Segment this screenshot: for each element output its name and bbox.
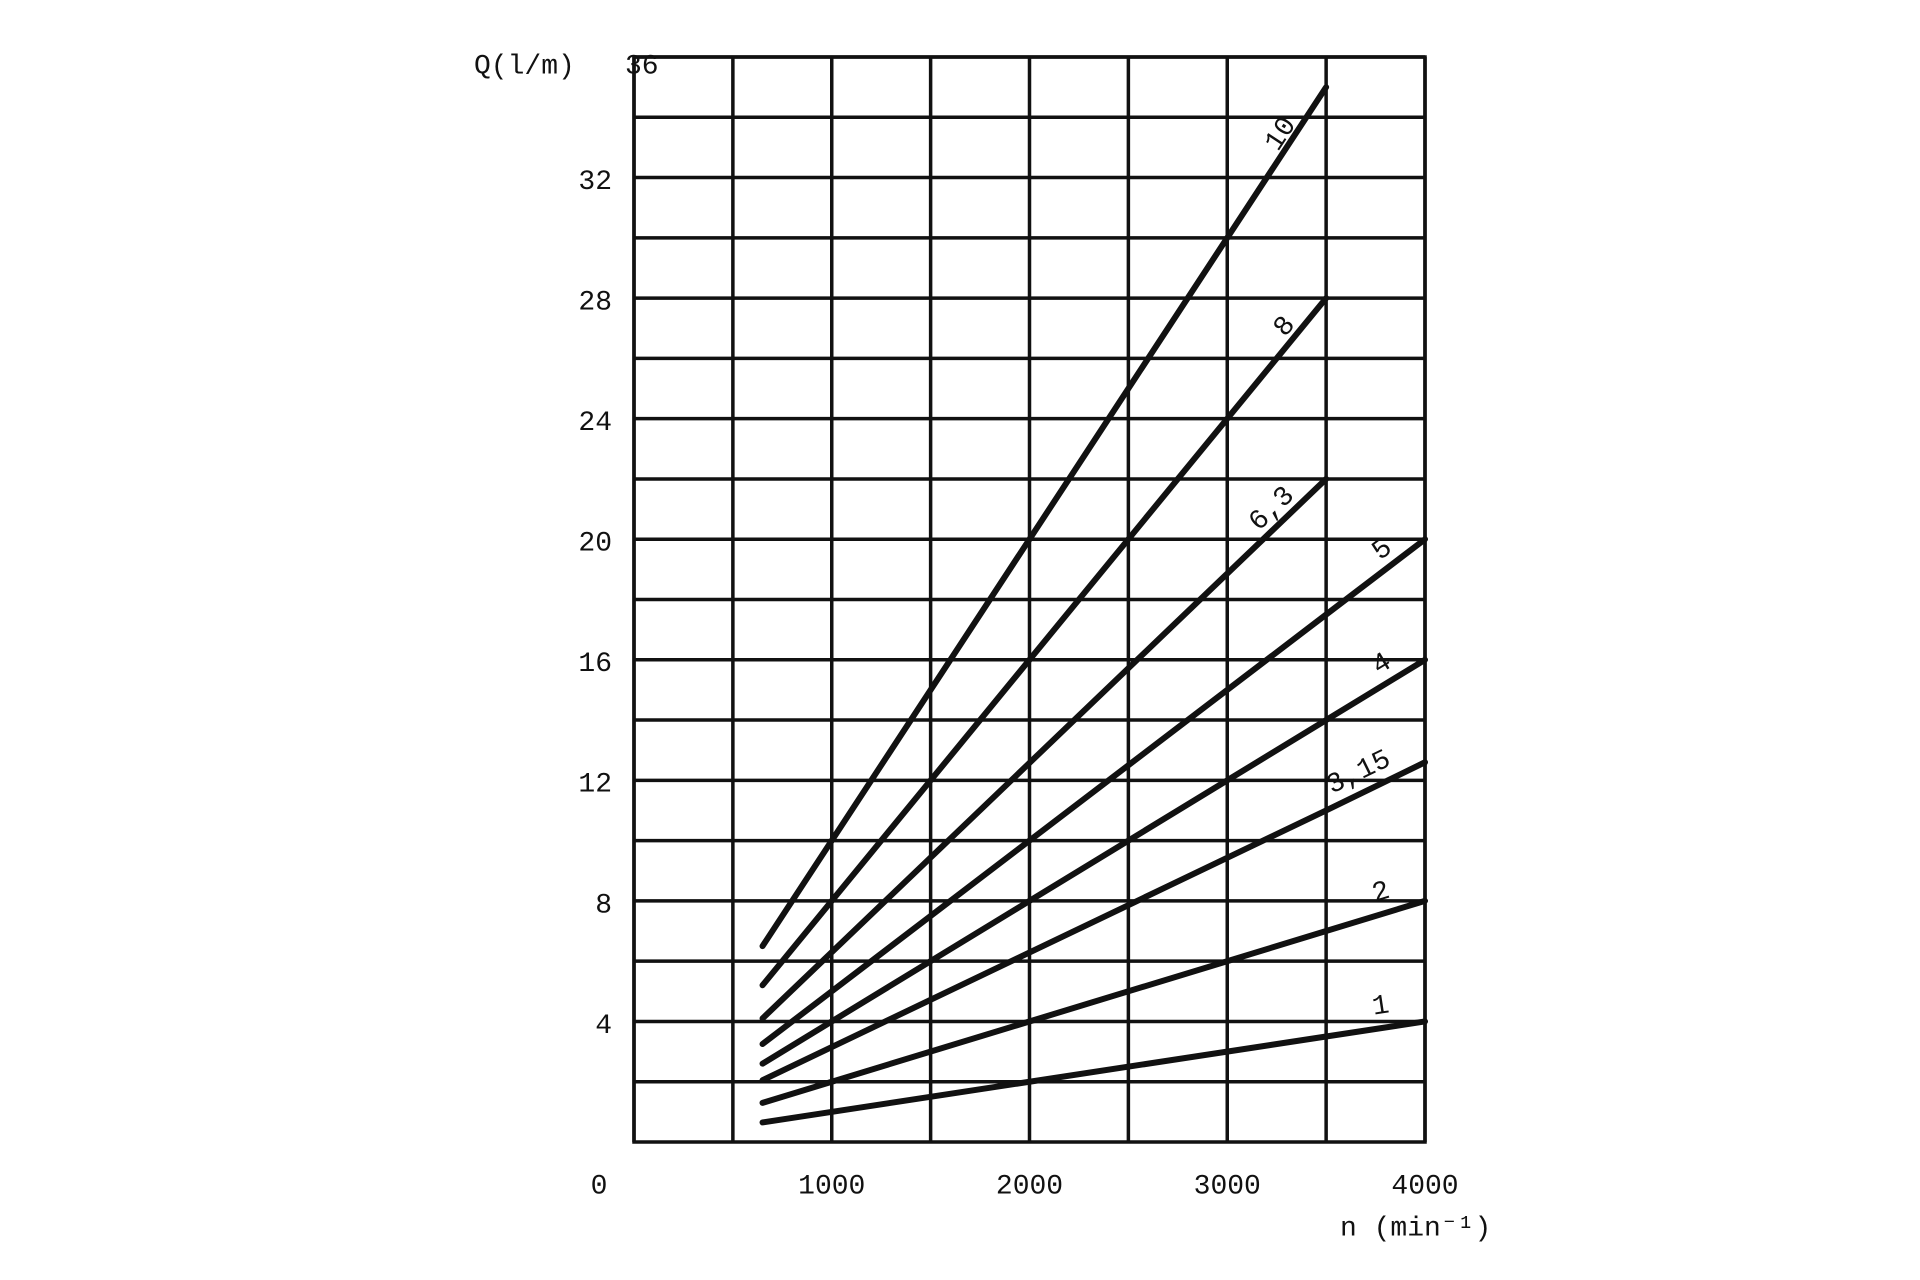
x-tick-label: 3000: [1194, 1171, 1261, 1202]
y-tick-label: 12: [578, 770, 612, 801]
y-tick-label: 16: [578, 649, 612, 680]
series-line: [759, 475, 1330, 1022]
series-line: [759, 84, 1330, 950]
y-tick-label: 28: [578, 288, 612, 319]
x-tick-label: 1000: [798, 1171, 865, 1202]
x-tick-label: 4000: [1391, 1171, 1458, 1202]
y-tick-label: 4: [595, 1011, 612, 1042]
y-tick-label: 36: [625, 51, 659, 82]
series-label: 1: [1370, 990, 1391, 1023]
x-axis-label: n (min⁻¹): [1340, 1213, 1491, 1244]
series-line: [759, 656, 1428, 1067]
y-tick-label: 24: [578, 408, 612, 439]
x-tick-label: 0: [591, 1171, 608, 1202]
series-line: [759, 295, 1330, 989]
y-tick-label: 32: [578, 167, 612, 198]
series-label: 8: [1268, 311, 1303, 344]
series-line: [759, 1018, 1428, 1126]
series-line: [759, 536, 1428, 1048]
x-tick-label: 2000: [996, 1171, 1063, 1202]
y-tick-label: 20: [578, 529, 612, 560]
series-line: [759, 897, 1428, 1106]
series-label: 6,3: [1244, 481, 1302, 538]
series-label: 2: [1369, 876, 1394, 911]
y-axis-label: Q(l/m): [474, 51, 575, 82]
series-line: [759, 759, 1428, 1084]
y-tick-label: 8: [595, 890, 612, 921]
